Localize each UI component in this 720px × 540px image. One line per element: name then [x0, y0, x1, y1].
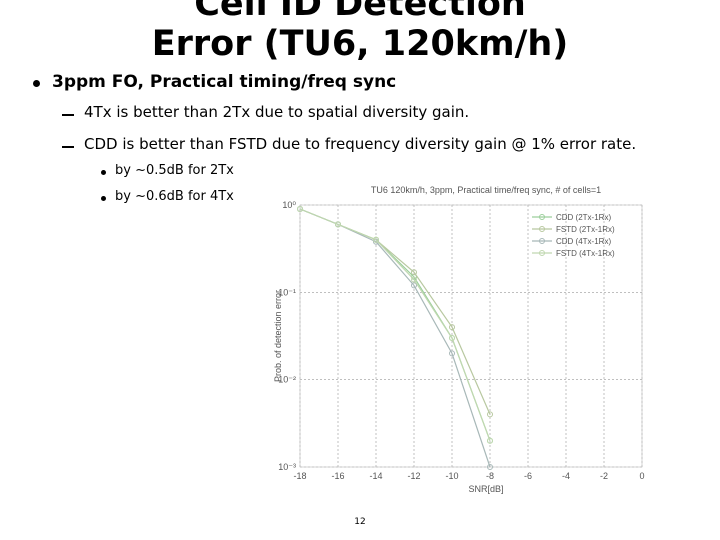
series-line — [299, 208, 491, 441]
legend-marker — [539, 226, 545, 232]
point-marker — [411, 276, 417, 283]
point-marker — [449, 334, 455, 341]
sub-sub-bullet: by ~0.5dB for 2Tx — [115, 163, 234, 178]
y-tick-label: 10⁻¹ — [278, 287, 296, 297]
bullet-marker — [101, 196, 106, 201]
y-tick-label: 10⁻³ — [278, 462, 296, 472]
x-axis-label: SNR[dB] — [468, 484, 503, 494]
x-tick-label: -16 — [331, 471, 344, 481]
sub-bullet: CDD is better than FSTD due to frequency… — [84, 135, 637, 153]
bullet-marker — [101, 170, 106, 175]
x-tick-label: -6 — [524, 471, 532, 481]
legend-marker — [539, 250, 545, 256]
point-marker — [487, 464, 493, 470]
point-marker — [449, 324, 455, 331]
point-marker — [373, 236, 379, 243]
y-tick-label: 10⁰ — [282, 200, 296, 210]
point-marker — [411, 282, 417, 289]
point-marker — [487, 437, 493, 444]
sub-bullet: 4Tx is better than 2Tx due to spatial di… — [84, 103, 470, 121]
x-tick-label: -18 — [293, 471, 306, 481]
sub-sub-bullet: by ~0.6dB for 4Tx — [115, 189, 234, 204]
x-tick-label: -12 — [407, 471, 420, 481]
legend-marker — [539, 238, 545, 244]
x-tick-label: -10 — [445, 471, 458, 481]
bullet-marker — [33, 80, 40, 87]
point-marker — [297, 205, 303, 212]
chart-title: TU6 120km/h, 3ppm, Practical time/freq s… — [371, 185, 601, 195]
plot-frame — [299, 204, 643, 468]
point-marker — [487, 411, 493, 418]
legend-label: CDD (4Tx-1Rx) — [556, 237, 611, 246]
legend-label: CDD (2Tx-1Rx) — [556, 213, 611, 222]
bullet-marker — [62, 114, 74, 116]
legend-label: FSTD (2Tx-1Rx) — [556, 225, 615, 234]
point-marker — [335, 221, 341, 228]
bullet: 3ppm FO, Practical timing/freq sync — [52, 72, 397, 92]
x-tick-label: -14 — [369, 471, 382, 481]
legend-marker — [539, 214, 545, 220]
x-tick-label: -2 — [600, 471, 608, 481]
x-tick-label: -4 — [562, 471, 570, 481]
y-axis-label: Prob. of detection error — [273, 290, 283, 382]
page-number: 12 — [354, 517, 366, 527]
series-line — [299, 208, 491, 441]
series-line — [299, 208, 491, 468]
x-tick-label: 0 — [639, 471, 644, 481]
point-marker — [449, 350, 455, 357]
x-tick-label: -8 — [486, 471, 494, 481]
legend-label: FSTD (4Tx-1Rx) — [556, 249, 615, 258]
point-marker — [411, 269, 417, 276]
y-tick-label: 10⁻² — [278, 375, 296, 385]
slide-title: Cell ID Detection Error (TU6, 120km/h) — [151, 0, 569, 64]
bullet-marker — [62, 146, 74, 148]
